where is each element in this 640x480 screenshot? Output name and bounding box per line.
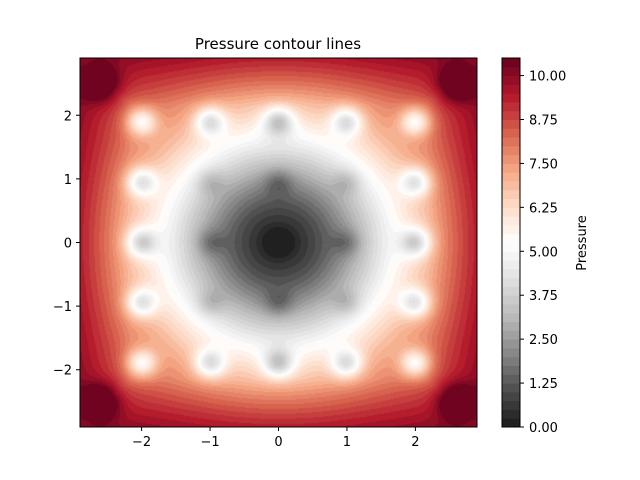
colorbar-level <box>502 207 520 217</box>
colorbar-level <box>502 312 520 323</box>
colorbar-level <box>502 321 520 331</box>
colorbar-level <box>502 277 520 287</box>
colorbar-level <box>502 172 520 182</box>
colorbar-level <box>502 101 520 112</box>
colorbar-tick-label: 8.75 <box>529 114 558 129</box>
colorbar-label: Pressure <box>575 215 590 271</box>
colorbar-tick-label: 5.00 <box>529 245 558 260</box>
colorbar-level <box>502 383 520 393</box>
plot-area <box>79 57 478 428</box>
colorbar-level <box>502 268 520 279</box>
colorbar-level <box>502 242 520 252</box>
colorbar-level <box>502 374 520 384</box>
colorbar-level <box>502 233 520 243</box>
x-tick-label: 1 <box>343 435 351 450</box>
colorbar-tick-label: 3.75 <box>529 289 558 304</box>
colorbar-level <box>502 181 520 191</box>
y-tick-label: −1 <box>53 300 72 315</box>
colorbar-level <box>502 66 520 77</box>
colorbar-tick-label: 0.00 <box>529 421 558 436</box>
colorbar-level <box>502 224 520 235</box>
colorbar-level <box>502 119 520 129</box>
x-tick-label: −1 <box>200 435 219 450</box>
colorbar-level <box>502 391 520 402</box>
colorbar-frame <box>501 57 521 428</box>
colorbar-level <box>502 356 520 366</box>
x-tick-label: 2 <box>411 435 419 450</box>
colorbar: 0.00 1.25 2.50 3.75 5.00 6.25 7.50 8.75 10.00 <box>501 57 566 436</box>
y-tick-label: 2 <box>64 109 72 124</box>
colorbar-level <box>502 189 520 200</box>
colorbar-level <box>502 409 520 419</box>
colorbar-level <box>502 286 520 296</box>
y-axis: −2 −1 0 1 2 <box>53 109 80 379</box>
colorbar-tick-label: 1.25 <box>529 377 558 392</box>
colorbar-level <box>502 198 520 208</box>
colorbar-level <box>502 216 520 226</box>
x-tick-label: 0 <box>274 435 282 450</box>
colorbar-level <box>502 365 520 375</box>
colorbar-tick-label: 6.25 <box>529 201 558 216</box>
x-axis: −2 −1 0 1 2 <box>132 427 420 450</box>
colorbar-tick-label: 7.50 <box>529 157 558 172</box>
colorbar-tick-label: 2.50 <box>529 333 558 348</box>
x-tick-label: −2 <box>132 435 151 450</box>
colorbar-level <box>502 84 520 94</box>
colorbar-tick-label: 10.00 <box>529 70 566 85</box>
colorbar-level <box>502 347 520 358</box>
y-tick-label: 1 <box>64 173 72 188</box>
colorbar-level <box>502 304 520 314</box>
colorbar-level <box>502 110 520 120</box>
colorbar-level <box>502 251 520 261</box>
colorbar-level <box>502 163 520 173</box>
colorbar-level <box>502 58 520 68</box>
colorbar-level <box>502 330 520 340</box>
colorbar-level <box>502 295 520 305</box>
y-tick-label: 0 <box>64 237 72 252</box>
colorbar-level <box>502 154 520 164</box>
colorbar-level <box>502 400 520 410</box>
colorbar-level <box>502 75 520 85</box>
y-tick-label: −2 <box>53 364 72 379</box>
colorbar-level <box>502 339 520 349</box>
pressure-field <box>80 58 477 427</box>
colorbar-level <box>502 418 520 428</box>
chart-title: Pressure contour lines <box>195 35 361 53</box>
colorbar-level <box>502 128 520 138</box>
colorbar-level <box>502 260 520 270</box>
colorbar-level <box>502 93 520 103</box>
colorbar-level <box>502 137 520 147</box>
colorbar-level <box>502 145 520 156</box>
